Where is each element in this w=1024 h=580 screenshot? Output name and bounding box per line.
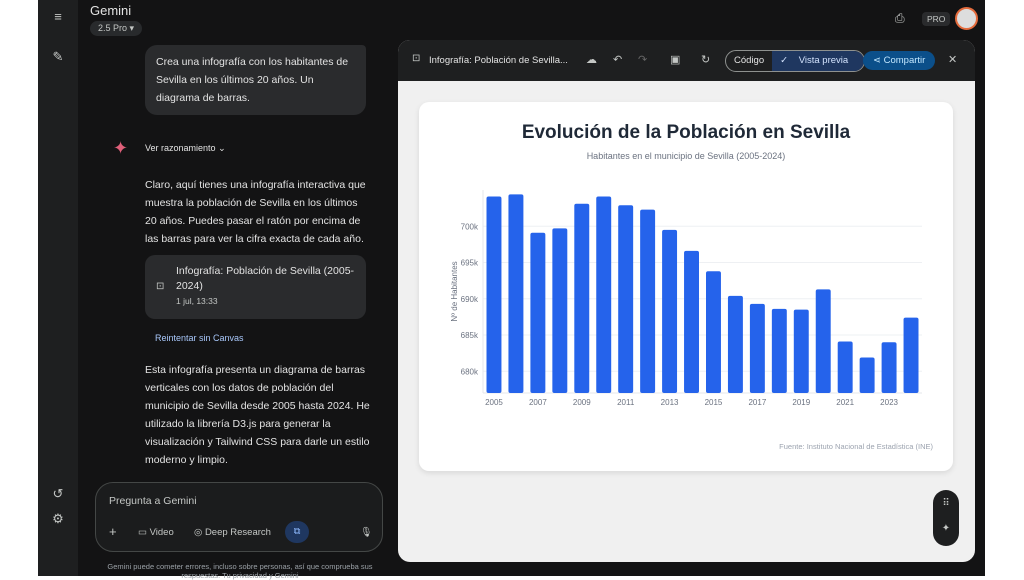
chart-subtitle: Habitantes en el municipio de Sevilla (2…: [586, 151, 786, 161]
share-label: Compartir: [883, 55, 926, 66]
print-icon[interactable]: ⎙: [895, 11, 905, 25]
y-tick-label: 700k: [461, 222, 479, 231]
microphone-icon[interactable]: 🎙: [360, 527, 373, 538]
bar-2014[interactable]: [684, 250, 699, 393]
tab-code[interactable]: Código: [734, 55, 765, 66]
bar-2008[interactable]: [552, 228, 568, 393]
sparkle-edit-icon[interactable]: ✦: [941, 523, 951, 534]
retry-without-canvas-link[interactable]: Reintentar sin Canvas: [155, 333, 244, 343]
bar-2023[interactable]: [881, 342, 897, 393]
x-tick-label: 2009: [573, 398, 591, 407]
bar-chart: 680k 685k 690k 695k 700k 2005 2007 2009 2011 2013…: [450, 190, 922, 407]
reasoning-label: Ver razonamiento: [145, 143, 216, 153]
x-tick-label: 2007: [529, 398, 547, 407]
canvas-card-title: Infografía: Población de Sevilla (2005-2…: [176, 265, 355, 292]
x-tick-label: 2015: [705, 398, 723, 407]
prompt-input[interactable]: Pregunta a Gemini + ▭ Video ◎ Deep Resea…: [95, 482, 383, 552]
show-reasoning-button[interactable]: Ver razonamiento ⌄: [145, 143, 226, 154]
bar-2018[interactable]: [771, 308, 787, 393]
reply-text-2: Esta infografía presenta un diagrama de …: [145, 364, 370, 466]
avatar[interactable]: [955, 7, 978, 30]
floating-toolbar: ⠿ ✦: [933, 490, 959, 546]
user-message: Crea una infografía con los habitantes d…: [145, 45, 366, 115]
canvas-card-date: 1 jul, 13:33: [176, 296, 218, 306]
x-tick-label: 2023: [880, 398, 898, 407]
model-label: 2.5 Pro: [98, 23, 128, 33]
y-tick-label: 695k: [461, 259, 479, 268]
infographic-card: Evolución de la Población en Sevilla Hab…: [419, 102, 953, 471]
x-tick-label: 2019: [792, 398, 810, 407]
prompt-placeholder: Pregunta a Gemini: [109, 495, 197, 507]
refresh-icon[interactable]: ↻: [701, 54, 711, 66]
deep-research-label: Deep Research: [204, 527, 271, 538]
video-label: Video: [149, 527, 174, 538]
bar-2022[interactable]: [859, 357, 875, 393]
bar-2021[interactable]: [837, 341, 853, 393]
bar-2010[interactable]: [596, 196, 612, 393]
gemini-app: ≡ ✎ ↺ ⚙ Gemini 2.5 Pro ▾ ⎙ PRO Crea una …: [38, 0, 985, 580]
history-icon[interactable]: ↺: [52, 486, 64, 501]
menu-icon[interactable]: ≡: [54, 9, 62, 24]
reply-text: Claro, aquí tienes una infografía intera…: [145, 179, 366, 245]
bar-2011[interactable]: [618, 205, 634, 393]
chart-title: Evolución de la Población en Sevilla: [521, 122, 851, 143]
y-axis-label: Nº de Habitantes: [450, 261, 459, 321]
console-icon[interactable]: ▣: [670, 54, 681, 66]
bar-2016[interactable]: [727, 295, 743, 393]
bar-2019[interactable]: [793, 309, 809, 393]
disclaimer: Gemini puede cometer errores, incluso so…: [107, 562, 373, 580]
canvas-toggle-icon[interactable]: ⧉: [285, 521, 309, 543]
canvas-card[interactable]: ⊡ Infografía: Población de Sevilla (2005…: [145, 255, 366, 319]
app-title: Gemini: [90, 3, 132, 18]
canvas-icon: ⊡: [156, 281, 165, 292]
canvas-title: Infografía: Población de Sevilla...: [429, 55, 568, 66]
video-button[interactable]: ▭ Video: [138, 527, 174, 538]
bar-2012[interactable]: [640, 209, 656, 393]
canvas-panel: ⊡ Infografía: Población de Sevilla... ☁ …: [398, 40, 975, 562]
pro-badge: PRO: [922, 12, 951, 26]
x-tick-label: 2005: [485, 398, 503, 407]
bar-2015[interactable]: [706, 271, 721, 393]
undo-icon[interactable]: ↶: [613, 54, 623, 66]
x-tick-label: 2017: [748, 398, 766, 407]
sidebar: ≡ ✎ ↺ ⚙: [38, 0, 78, 576]
y-tick-label: 685k: [461, 331, 479, 340]
deep-research-icon: ◎: [194, 527, 203, 538]
preview-label: Vista previa: [798, 55, 849, 66]
model-selector[interactable]: 2.5 Pro ▾: [90, 21, 143, 36]
x-tick-label: 2011: [617, 398, 635, 407]
chevron-down-icon: ⌄: [218, 143, 226, 153]
cloud-save-icon[interactable]: ☁: [586, 54, 597, 66]
x-tick-label: 2021: [836, 398, 854, 407]
bar-2024[interactable]: [903, 317, 919, 393]
chart-source: Fuente: Instituto Nacional de Estadístic…: [779, 442, 933, 451]
y-tick-label: 680k: [461, 367, 479, 376]
gemini-spark-icon: ✦: [113, 138, 129, 158]
video-icon: ▭: [138, 527, 147, 538]
bar-2013[interactable]: [662, 229, 678, 393]
deep-research-button[interactable]: ◎ Deep Research: [194, 527, 271, 538]
y-tick-label: 690k: [461, 295, 479, 304]
x-tick-label: 2013: [661, 398, 679, 407]
new-chat-icon[interactable]: ✎: [52, 49, 64, 64]
bar-2006[interactable]: [508, 194, 524, 393]
settings-icon[interactable]: ⚙: [52, 511, 64, 526]
canvas-icon: ⊡: [412, 53, 421, 64]
drag-handle-icon[interactable]: ⠿: [942, 498, 950, 509]
add-icon[interactable]: +: [109, 524, 117, 539]
redo-icon[interactable]: ↷: [638, 54, 648, 66]
close-icon[interactable]: ✕: [948, 54, 958, 66]
share-icon: ⋖: [873, 55, 881, 66]
bar-2020[interactable]: [815, 289, 831, 393]
view-toggle: Código ✓ Vista previa: [725, 50, 866, 72]
bar-2007[interactable]: [530, 232, 546, 393]
bar-2017[interactable]: [749, 303, 765, 393]
share-button[interactable]: ⋖ Compartir: [863, 51, 936, 70]
canvas-header: ⊡ Infografía: Población de Sevilla... ☁ …: [398, 40, 975, 81]
tab-preview[interactable]: ✓ Vista previa: [772, 51, 865, 71]
bar-2005[interactable]: [486, 196, 502, 393]
chevron-down-icon: ▾: [129, 23, 135, 33]
bar-2009[interactable]: [574, 203, 590, 393]
